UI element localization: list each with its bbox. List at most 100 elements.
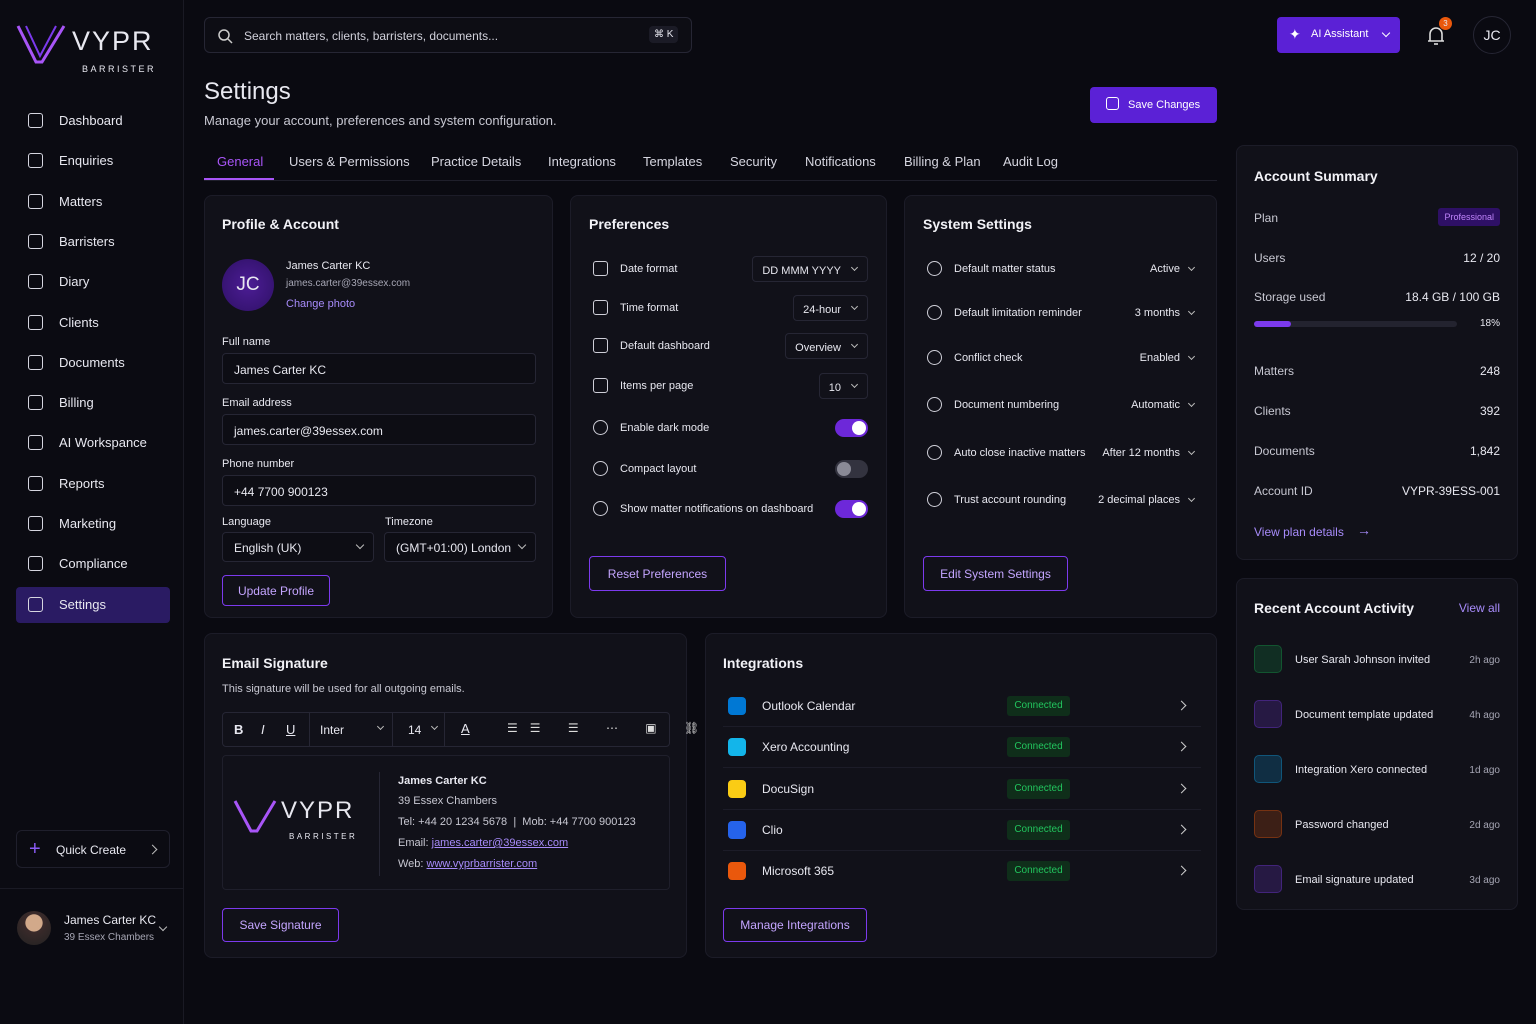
text-input[interactable]: +44 7700 900123 <box>222 475 536 506</box>
sig-email[interactable]: james.carter@39essex.com <box>431 837 569 849</box>
save-signature-button[interactable]: Save Signature <box>222 908 339 942</box>
text-input[interactable]: james.carter@39essex.com <box>222 414 536 445</box>
status-badge: Connected <box>1007 737 1070 758</box>
tab[interactable]: Billing & Plan <box>904 154 981 169</box>
nav-item[interactable]: AI Workspance <box>16 425 170 461</box>
save-changes-button[interactable]: Save Changes <box>1090 87 1217 123</box>
row-icon <box>593 378 608 393</box>
brand-name: VYPR <box>281 797 355 824</box>
chevron[interactable] <box>1176 741 1187 752</box>
select[interactable]: Overview <box>785 333 868 359</box>
nav-item[interactable]: Clients <box>16 305 170 341</box>
select[interactable]: English (UK) <box>222 532 374 562</box>
select-value: English (UK) <box>234 541 302 555</box>
user-avatar[interactable]: JC <box>1473 16 1511 54</box>
field-label: Timezone <box>385 516 433 528</box>
nav-item[interactable]: Documents <box>16 345 170 381</box>
view-plan-link[interactable]: View plan details <box>1254 525 1344 539</box>
row-value[interactable]: Active <box>1150 263 1180 275</box>
tab[interactable]: Notifications <box>805 154 876 169</box>
row-icon <box>927 492 942 507</box>
tab[interactable]: Integrations <box>548 154 616 169</box>
stat-label: Matters <box>1254 364 1295 378</box>
integration-icon <box>728 738 746 757</box>
nav-icon <box>28 354 43 370</box>
row-label: Date format <box>620 263 678 275</box>
sig-web[interactable]: www.vyprbarrister.com <box>426 858 538 870</box>
sig-web-line: Web: www.vyprbarrister.com <box>398 858 537 870</box>
manage-integrations-button[interactable]: Manage Integrations <box>723 908 867 942</box>
activity-time: 2d ago <box>1469 820 1500 831</box>
nav-item[interactable]: Barristers <box>16 224 170 260</box>
nav-item[interactable]: Billing <box>16 385 170 421</box>
tab[interactable]: Security <box>730 154 777 169</box>
toggle-knob <box>837 461 851 476</box>
toggle[interactable] <box>835 500 868 518</box>
select[interactable]: 24-hour <box>793 295 868 321</box>
italic-button[interactable]: I <box>261 722 265 737</box>
card-title: Account Summary <box>1254 168 1378 184</box>
tab[interactable]: Users & Permissions <box>289 154 410 169</box>
row-value[interactable]: 3 months <box>1134 307 1180 319</box>
select[interactable]: (GMT+01:00) London <box>384 532 536 562</box>
nav-item[interactable]: Matters <box>16 184 170 220</box>
select[interactable]: DD MMM YYYY <box>752 256 868 282</box>
tab[interactable]: Practice Details <box>431 154 522 169</box>
quick-create[interactable]: + Quick Create <box>16 830 170 868</box>
reset-preferences-button[interactable]: Reset Preferences <box>589 556 726 591</box>
row-value[interactable]: After 12 months <box>1102 447 1180 459</box>
color-button[interactable]: A <box>461 721 470 736</box>
list-buttons[interactable]: ☰☰ ☰ ⋯ ▣ ⛓ <box>507 721 712 735</box>
chevron[interactable] <box>1176 700 1187 711</box>
row-value[interactable]: Enabled <box>1139 352 1180 364</box>
underline-button[interactable]: U <box>286 722 296 737</box>
sig-phones: Tel: +44 20 1234 5678 | Mob: +44 7700 90… <box>398 816 636 828</box>
update-profile-button[interactable]: Update Profile <box>222 575 330 606</box>
nav-item[interactable]: Settings <box>16 586 170 623</box>
chevron[interactable] <box>1176 824 1187 835</box>
sig-mob: Mob: +44 7700 900123 <box>522 816 636 828</box>
user-photo <box>17 911 51 945</box>
nav-item[interactable]: Reports <box>16 466 170 502</box>
toggle[interactable] <box>835 419 868 437</box>
bell-icon[interactable] <box>1426 25 1446 47</box>
integration-name: Microsoft 365 <box>762 864 835 879</box>
size-select[interactable]: 14 <box>400 713 445 746</box>
row-label: Time format <box>620 302 679 314</box>
nav-item[interactable]: Marketing <box>16 506 170 542</box>
select[interactable]: 10 <box>818 373 868 399</box>
field-label: Email address <box>222 397 292 409</box>
card-title: Profile & Account <box>222 216 339 232</box>
integration-name: Xero Accounting <box>762 740 850 755</box>
storage-bar <box>1254 321 1291 327</box>
tab[interactable]: General <box>217 154 264 169</box>
change-photo-link[interactable]: Change photo <box>286 298 356 310</box>
chevron[interactable] <box>1176 783 1187 794</box>
row-value[interactable]: Automatic <box>1131 399 1180 411</box>
chevron[interactable] <box>1176 865 1187 876</box>
nav-item[interactable]: Dashboard <box>16 103 170 139</box>
tab[interactable]: Templates <box>643 154 703 169</box>
nav-item[interactable]: Enquiries <box>16 143 170 179</box>
nav-item[interactable]: Compliance <box>16 546 170 582</box>
font-value: Inter <box>320 723 345 737</box>
view-all-link[interactable]: View all <box>1458 601 1500 615</box>
font-select[interactable]: Inter <box>309 713 393 746</box>
search-bar[interactable]: Search matters, clients, barristers, doc… <box>204 17 692 53</box>
text-input[interactable]: James Carter KC <box>222 353 536 384</box>
stat-label: Documents <box>1254 444 1315 458</box>
status-badge: Connected <box>1007 696 1070 716</box>
nav-label: Matters <box>59 193 103 209</box>
edit-system-button[interactable]: Edit System Settings <box>923 556 1068 591</box>
activity-time: 1d ago <box>1469 765 1500 776</box>
toggle[interactable] <box>835 459 868 478</box>
tab[interactable]: Audit Log <box>1003 154 1058 169</box>
bold-button[interactable]: B <box>234 722 244 737</box>
nav-item[interactable]: Diary <box>16 264 170 300</box>
ai-assistant-button[interactable]: ✦ AI Assistant <box>1277 17 1400 53</box>
select-value: 10 <box>828 382 841 394</box>
chevron <box>430 722 439 731</box>
row-value[interactable]: 2 decimal places <box>1098 494 1180 506</box>
arrow-icon: → <box>1357 522 1371 538</box>
integration-icon <box>728 820 746 839</box>
